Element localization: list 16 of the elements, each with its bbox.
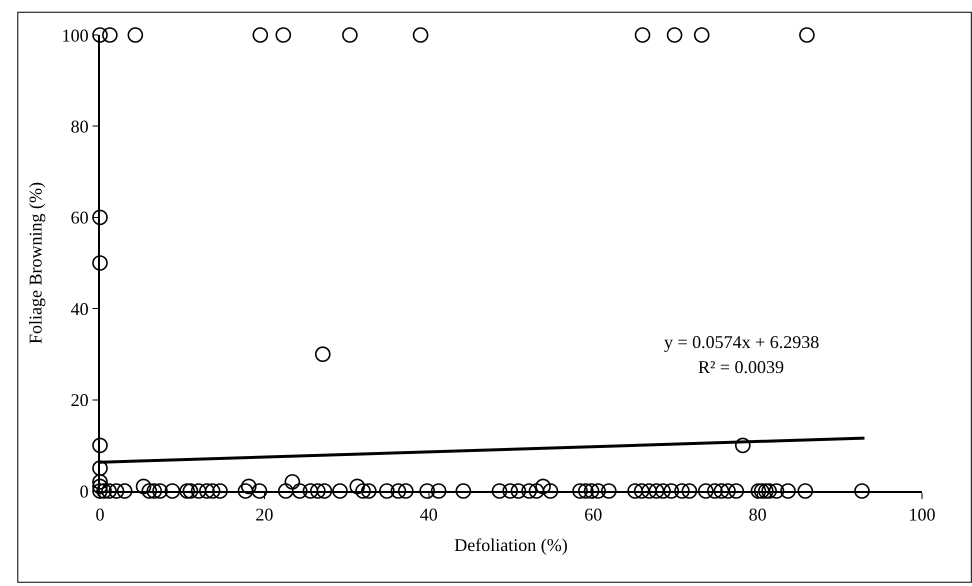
x-tick-label: 20 xyxy=(255,504,274,524)
annotation: y = 0.0574x + 6.2938 xyxy=(664,332,820,352)
y-axis-title: Foliage Browning (%) xyxy=(25,182,46,344)
x-tick-label: 80 xyxy=(748,504,767,524)
y-tick-label: 40 xyxy=(70,298,89,319)
x-axis-title: Defoliation (%) xyxy=(454,534,568,555)
y-tick-label: 0 xyxy=(80,481,89,502)
x-tick-label: 100 xyxy=(908,504,936,524)
y-tick-label: 60 xyxy=(70,208,89,228)
x-tick-label: 0 xyxy=(96,504,104,524)
y-tick-label: 80 xyxy=(70,116,89,136)
y-tick-label: 100 xyxy=(62,25,89,46)
annotation: R² = 0.0039 xyxy=(698,357,784,377)
x-tick-label: 40 xyxy=(420,504,438,524)
x-tick-label: 60 xyxy=(584,504,602,524)
y-tick-label: 20 xyxy=(70,390,89,410)
